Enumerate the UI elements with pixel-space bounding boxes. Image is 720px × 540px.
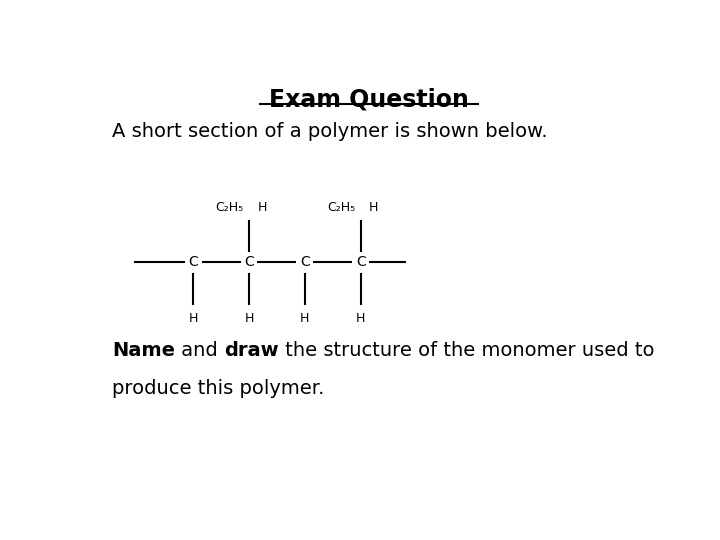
Text: C: C	[300, 255, 310, 269]
Text: H: H	[244, 312, 253, 325]
Text: C: C	[356, 255, 366, 269]
Text: and: and	[176, 341, 225, 360]
Text: Exam Question: Exam Question	[269, 87, 469, 112]
Text: C: C	[244, 255, 254, 269]
Text: H: H	[300, 312, 310, 325]
Text: the structure of the monomer used to: the structure of the monomer used to	[279, 341, 654, 360]
Text: produce this polymer.: produce this polymer.	[112, 379, 325, 398]
Text: draw: draw	[225, 341, 279, 360]
Text: H: H	[258, 201, 267, 214]
Text: Name: Name	[112, 341, 176, 360]
Text: C₂H₅: C₂H₅	[215, 201, 243, 214]
Text: H: H	[189, 312, 198, 325]
Text: H: H	[356, 312, 365, 325]
Text: C: C	[189, 255, 198, 269]
Text: C₂H₅: C₂H₅	[327, 201, 355, 214]
Text: H: H	[369, 201, 379, 214]
Text: A short section of a polymer is shown below.: A short section of a polymer is shown be…	[112, 122, 548, 141]
